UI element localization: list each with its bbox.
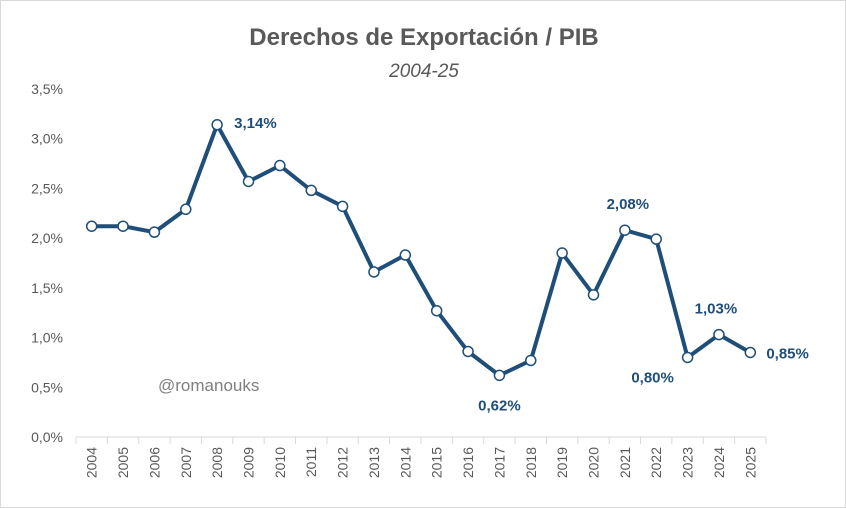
data-label: 0,80% (631, 369, 674, 386)
data-label: 2,08% (607, 196, 650, 213)
data-point (274, 159, 286, 172)
data-point (305, 184, 317, 197)
data-point (336, 200, 349, 213)
x-tick-label: 2017 (491, 447, 507, 478)
x-tick-label: 2018 (523, 447, 539, 478)
y-tick-label: 0,0% (31, 429, 63, 445)
data-point (556, 247, 568, 259)
data-label: 1,03% (695, 301, 738, 318)
x-tick-label: 2015 (429, 447, 445, 478)
x-tick-label: 2019 (554, 447, 570, 478)
y-tick-label: 3,0% (31, 131, 63, 147)
data-point (713, 328, 725, 341)
y-tick-label: 1,5% (31, 280, 63, 296)
data-point (242, 175, 255, 188)
x-tick-label: 2021 (617, 447, 633, 478)
x-tick-label: 2010 (272, 447, 288, 478)
x-tick-label: 2011 (303, 447, 319, 477)
x-tick-label: 2014 (397, 447, 413, 478)
x-tick-label: 2025 (742, 447, 758, 478)
data-label: 3,14% (234, 115, 277, 132)
data-label: 0,85% (766, 345, 809, 362)
data-point (619, 224, 631, 236)
data-point (650, 233, 662, 245)
x-tick-label: 2005 (115, 447, 131, 478)
x-tick-label: 2009 (241, 447, 257, 478)
series-line (89, 122, 753, 378)
data-point (368, 266, 380, 278)
data-point (681, 351, 694, 364)
x-tick-label: 2020 (586, 447, 602, 478)
data-point (211, 119, 223, 131)
x-tick-label: 2023 (680, 447, 696, 478)
y-tick-label: 2,0% (31, 230, 63, 246)
data-point (744, 346, 757, 359)
y-tick-label: 3,5% (31, 81, 63, 97)
data-point (180, 203, 192, 216)
data-point (85, 220, 98, 232)
data-point (525, 354, 537, 367)
y-tick-label: 0,5% (31, 379, 63, 395)
data-point (430, 304, 443, 317)
data-point (117, 220, 129, 232)
x-tick-label: 2022 (648, 447, 664, 478)
data-point (399, 249, 412, 261)
x-tick-label: 2012 (335, 447, 351, 478)
y-tick-label: 1,0% (31, 330, 63, 346)
x-tick-label: 2008 (209, 447, 225, 478)
x-tick-label: 2024 (711, 447, 727, 478)
chart-title: Derechos de Exportación / PIB (249, 24, 598, 51)
data-point (148, 226, 161, 238)
x-tick-label: 2006 (146, 447, 162, 478)
x-tick-label: 2007 (178, 447, 194, 478)
chart-subtitle: 2004-25 (388, 61, 459, 82)
data-point (462, 345, 474, 358)
x-tick-label: 2013 (366, 447, 382, 478)
data-point (493, 369, 506, 382)
y-tick-label: 2,5% (31, 180, 63, 196)
watermark-text: @romanouks (158, 376, 259, 395)
data-point (587, 289, 600, 301)
x-tick-label: 2016 (460, 447, 476, 478)
data-label: 0,62% (478, 397, 521, 414)
x-tick-label: 2004 (84, 447, 100, 478)
